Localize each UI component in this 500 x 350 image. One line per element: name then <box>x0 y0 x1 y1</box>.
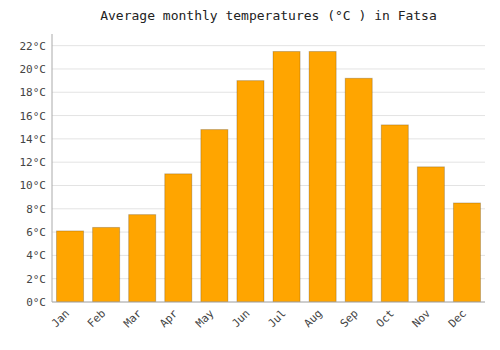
y-tick-label: 2°C <box>26 273 46 286</box>
x-tick-label: Mar <box>121 307 145 331</box>
y-tick-label: 14°C <box>20 133 47 146</box>
grid-line <box>52 68 485 69</box>
y-tick-label: 4°C <box>26 249 46 262</box>
x-tick-label: May <box>193 307 217 331</box>
x-tick-label: Jan <box>49 307 72 330</box>
bar <box>309 51 336 302</box>
y-tick-label: 6°C <box>26 226 46 239</box>
y-tick-label: 18°C <box>20 86 47 99</box>
y-tick-label: 12°C <box>20 156 47 169</box>
x-tick-label: Sep <box>338 307 361 330</box>
bar <box>417 167 444 302</box>
bar <box>345 78 372 302</box>
grid <box>52 46 485 302</box>
x-tick-label: Apr <box>157 307 181 331</box>
bar <box>93 227 120 302</box>
x-tick-label: Nov <box>410 307 434 331</box>
grid-line <box>52 138 485 139</box>
grid-line <box>52 92 485 93</box>
x-tick-label: Feb <box>85 307 108 330</box>
y-tick-label: 0°C <box>26 296 46 309</box>
grid-line <box>52 302 485 303</box>
x-tick-label: Dec <box>446 307 469 330</box>
bar <box>453 203 480 302</box>
bar <box>237 81 264 302</box>
bar <box>57 231 84 302</box>
x-tick-label: Jun <box>229 307 252 330</box>
bar <box>165 174 192 302</box>
y-tick-label: 10°C <box>20 179 47 192</box>
y-tick-label: 22°C <box>20 40 47 53</box>
y-tick-label: 16°C <box>20 110 47 123</box>
title: Average monthly temperatures (°C ) in Fa… <box>100 8 437 23</box>
grid-line <box>52 45 485 46</box>
bar <box>381 125 408 302</box>
bars <box>57 51 481 302</box>
x-tick-label: Aug <box>302 307 325 330</box>
chart: Average monthly temperatures (°C ) in Fa… <box>0 0 500 350</box>
x-tick-label: Jul <box>265 307 288 330</box>
x-axis-line <box>52 302 485 303</box>
bar <box>129 215 156 302</box>
bar <box>201 130 228 302</box>
bar <box>273 51 300 302</box>
y-tick-label: 20°C <box>20 63 47 76</box>
x-tick-label: Oct <box>374 307 397 330</box>
grid-line <box>52 162 485 163</box>
y-axis-line <box>52 34 53 302</box>
y-tick-label: 8°C <box>26 203 46 216</box>
grid-line <box>52 115 485 116</box>
